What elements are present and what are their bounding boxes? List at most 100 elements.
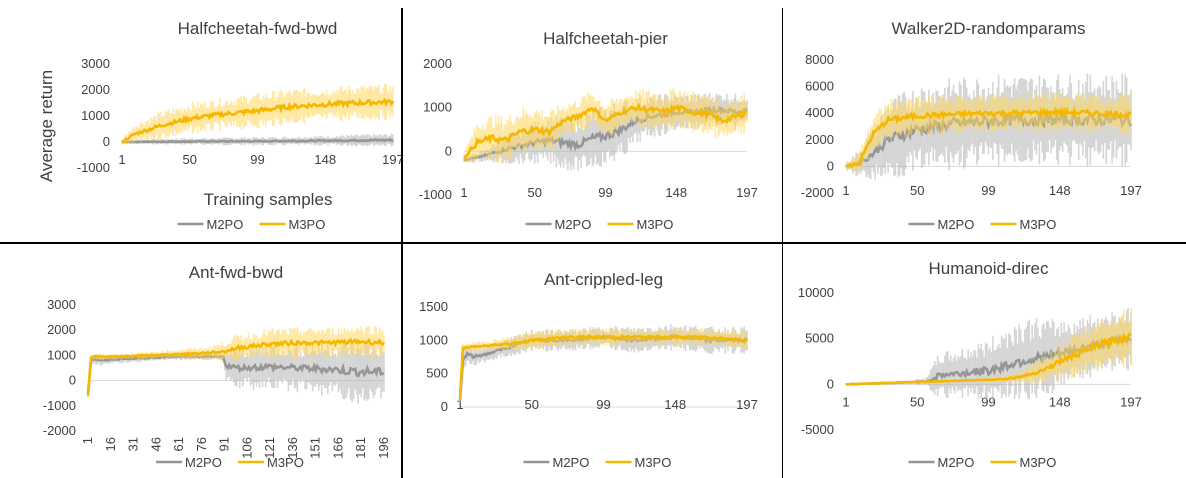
x-tick-label: 99: [981, 183, 995, 198]
x-tick-label: 76: [194, 437, 209, 451]
legend-label-m2po: M2PO: [207, 217, 244, 232]
x-tick-label: 1: [118, 152, 125, 167]
x-tick-label: 1: [842, 183, 849, 198]
x-tick-label: 197: [736, 185, 758, 200]
y-tick-label: 1000: [419, 332, 448, 347]
x-tick-label: 99: [596, 397, 610, 412]
legend-label-m3po: M3PO: [289, 217, 326, 232]
series-line-m2po: [845, 109, 1133, 168]
y-tick-label: -1000: [43, 398, 76, 413]
x-tick-label: 197: [736, 397, 758, 412]
series-line-m3po: [458, 333, 748, 397]
x-tick-label: 136: [285, 437, 300, 459]
x-tick-label: 50: [910, 394, 924, 409]
x-tick-label: 148: [1049, 183, 1071, 198]
x-tick-label: 50: [528, 185, 542, 200]
x-tick-label: 148: [314, 152, 336, 167]
y-tick-label: 6000: [805, 79, 834, 94]
x-tick-label: 16: [103, 437, 118, 451]
series-line-m3po: [845, 106, 1132, 168]
series-line-m2po: [121, 137, 394, 144]
y-tick-label: 1000: [81, 108, 110, 123]
x-tick-label: 31: [126, 437, 141, 451]
chart-title: Halfcheetah-fwd-bwd: [178, 19, 338, 38]
y-tick-label: 500: [426, 366, 448, 381]
x-axis-label: Training samples: [204, 190, 333, 209]
x-tick-label: 50: [183, 152, 197, 167]
chart-title: Walker2D-randomparams: [892, 19, 1086, 38]
y-tick-label: -2000: [801, 185, 834, 200]
legend: M2PO M3PO: [156, 455, 304, 470]
x-tick-label: 1: [842, 394, 849, 409]
x-tick-label: 181: [353, 437, 368, 459]
series-line-m3po: [86, 337, 385, 397]
y-tick-label: 3000: [81, 56, 110, 71]
x-tick-label: 197: [382, 152, 404, 167]
y-tick-label: 1000: [423, 100, 452, 115]
chart-title: Humanoid-direc: [929, 259, 1049, 278]
y-tick-label: 2000: [805, 132, 834, 147]
legend: M2PO M3PO: [908, 455, 1056, 470]
x-tick-label: 99: [598, 185, 612, 200]
x-tick-label: 1: [460, 185, 467, 200]
series-m3po: [458, 327, 748, 401]
series-line-m3po: [845, 332, 1132, 386]
series-m2po: [121, 133, 394, 147]
x-tick-label: 1: [80, 437, 95, 444]
legend-label-m3po: M3PO: [635, 455, 672, 470]
x-tick-label: 50: [910, 183, 924, 198]
x-tick-label: 197: [1120, 183, 1142, 198]
legend-label-m2po: M2PO: [555, 217, 592, 232]
y-tick-label: 0: [441, 399, 448, 414]
series-m3po: [86, 325, 385, 399]
legend: M2PO M3PO: [523, 455, 672, 470]
chart-panel-4: Ant-fwd-bwd -2000 -1000 0 1000 2000 3000 1 16 31 4…: [43, 263, 391, 470]
legend: M2PO M3PO: [177, 217, 326, 232]
legend-label-m3po: M3PO: [1020, 217, 1057, 232]
y-tick-label: 0: [445, 143, 452, 158]
error-band-m3po: [459, 327, 748, 401]
y-tick-label: 0: [69, 373, 76, 388]
x-tick-label: 148: [1049, 394, 1071, 409]
y-axis-label: Average return: [37, 70, 56, 182]
chart-panel-2: Halfcheetah-pier -1000 0 1000 2000 1 50 99 148 19…: [419, 29, 758, 232]
series-m3po: [121, 83, 395, 145]
y-tick-label: -1000: [419, 187, 452, 202]
x-tick-label: 46: [148, 437, 163, 451]
chart-title: Ant-crippled-leg: [544, 270, 663, 289]
y-tick-label: 5000: [805, 331, 834, 346]
x-tick-label: 166: [330, 437, 345, 459]
legend-label-m2po: M2PO: [185, 455, 222, 470]
vertical-divider-left: [401, 8, 403, 478]
series-m3po: [845, 308, 1132, 386]
y-tick-label: -1000: [77, 160, 110, 175]
chart-title: Halfcheetah-pier: [543, 29, 668, 48]
y-tick-label: 1500: [419, 299, 448, 314]
x-tick-label: 61: [171, 437, 186, 451]
y-tick-label: -5000: [801, 422, 834, 437]
y-tick-label: 2000: [423, 56, 452, 71]
x-tick-label: 50: [525, 397, 539, 412]
legend: M2PO M3PO: [525, 217, 673, 232]
y-tick-label: 10000: [798, 285, 834, 300]
legend-label-m2po: M2PO: [938, 217, 975, 232]
x-tick-label: 151: [308, 437, 323, 459]
series-line-m3po: [463, 102, 748, 159]
x-tick-label: 91: [217, 437, 232, 451]
y-tick-label: 0: [103, 134, 110, 149]
x-tick-label: 148: [664, 397, 686, 412]
x-tick-label: 1: [456, 397, 463, 412]
x-tick-label: 148: [665, 185, 687, 200]
y-tick-label: 0: [827, 158, 834, 173]
vertical-divider-right: [782, 8, 784, 478]
legend-label-m3po: M3PO: [267, 455, 304, 470]
legend-label-m2po: M2PO: [553, 455, 590, 470]
chart-panel-5: Ant-crippled-leg 0 500 1000 1500 1 50 99 148 197 M…: [419, 270, 758, 470]
y-tick-label: 4000: [805, 105, 834, 120]
series-m3po: [463, 87, 748, 164]
y-tick-label: -2000: [43, 423, 76, 438]
legend: M2PO M3PO: [908, 217, 1057, 232]
y-tick-label: 2000: [81, 82, 110, 97]
chart-panel-3: Walker2D-randomparams -2000 0 2000 4000 6000 8…: [801, 19, 1142, 232]
